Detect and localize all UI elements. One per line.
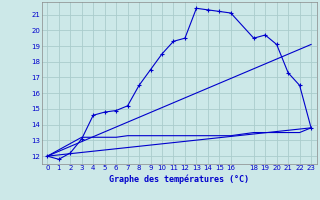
X-axis label: Graphe des températures (°C): Graphe des températures (°C) [109, 174, 249, 184]
